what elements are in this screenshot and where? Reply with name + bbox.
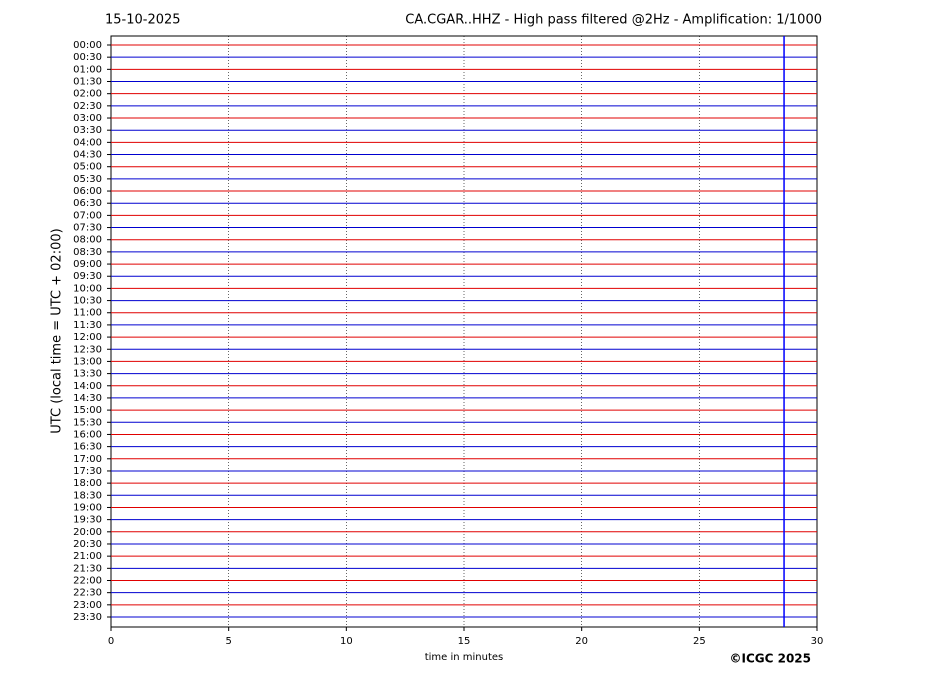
- y-tick-label: 02:30: [73, 101, 102, 112]
- chart-date: 15-10-2025: [105, 13, 181, 28]
- y-tick-label: 09:30: [73, 271, 102, 282]
- copyright: ©ICGC 2025: [729, 652, 811, 666]
- y-tick-label: 12:00: [73, 332, 102, 343]
- x-tick-label: 5: [225, 636, 231, 647]
- x-tick-label: 15: [458, 636, 471, 647]
- y-tick-label: 10:30: [73, 296, 102, 307]
- y-tick-label: 19:00: [73, 502, 102, 513]
- y-tick-label: 01:00: [73, 64, 102, 75]
- y-tick-label: 18:00: [73, 478, 102, 489]
- x-tick-label: 20: [575, 636, 588, 647]
- x-axis-label: time in minutes: [425, 652, 504, 663]
- y-tick-label: 16:30: [73, 442, 102, 453]
- y-tick-label: 23:30: [73, 612, 102, 623]
- x-tick-label: 0: [108, 636, 114, 647]
- y-tick-label: 06:30: [73, 198, 102, 209]
- y-tick-label: 11:30: [73, 320, 102, 331]
- y-tick-label: 03:30: [73, 125, 102, 136]
- y-tick-label: 20:00: [73, 527, 102, 538]
- y-tick-label: 10:00: [73, 283, 102, 294]
- y-tick-label: 05:30: [73, 174, 102, 185]
- y-tick-label: 23:00: [73, 600, 102, 611]
- y-tick-label: 07:00: [73, 210, 102, 221]
- y-tick-label: 14:00: [73, 381, 102, 392]
- y-tick-label: 18:30: [73, 490, 102, 501]
- y-tick-label: 00:30: [73, 52, 102, 63]
- y-tick-label: 15:30: [73, 417, 102, 428]
- y-axis-label: UTC (local time = UTC + 02:00): [50, 228, 65, 433]
- x-tick-label: 25: [693, 636, 706, 647]
- y-tick-label: 02:00: [73, 89, 102, 100]
- y-tick-label: 22:00: [73, 575, 102, 586]
- x-tick-label: 10: [340, 636, 353, 647]
- y-tick-label: 04:30: [73, 150, 102, 161]
- y-tick-label: 03:00: [73, 113, 102, 124]
- y-tick-label: 19:30: [73, 515, 102, 526]
- y-tick-label: 00:00: [73, 40, 102, 51]
- y-tick-label: 07:30: [73, 223, 102, 234]
- y-tick-label: 09:00: [73, 259, 102, 270]
- y-tick-label: 21:30: [73, 563, 102, 574]
- y-tick-label: 15:00: [73, 405, 102, 416]
- y-tick-label: 01:30: [73, 77, 102, 88]
- y-tick-label: 17:30: [73, 466, 102, 477]
- y-tick-label: 08:30: [73, 247, 102, 258]
- y-tick-label: 08:00: [73, 235, 102, 246]
- y-tick-label: 21:00: [73, 551, 102, 562]
- y-tick-label: 17:00: [73, 454, 102, 465]
- y-tick-label: 20:30: [73, 539, 102, 550]
- y-tick-label: 06:00: [73, 186, 102, 197]
- y-tick-label: 13:30: [73, 369, 102, 380]
- x-tick-label: 30: [811, 636, 824, 647]
- y-tick-label: 16:00: [73, 429, 102, 440]
- y-tick-label: 11:00: [73, 308, 102, 319]
- y-tick-label: 14:30: [73, 393, 102, 404]
- plot-frame: [110, 35, 818, 628]
- y-tick-label: 13:00: [73, 356, 102, 367]
- y-tick-label: 12:30: [73, 344, 102, 355]
- y-tick-label: 04:00: [73, 137, 102, 148]
- y-tick-label: 05:00: [73, 162, 102, 173]
- chart-title: CA.CGAR..HHZ - High pass filtered @2Hz -…: [405, 13, 822, 28]
- y-tick-label: 22:30: [73, 588, 102, 599]
